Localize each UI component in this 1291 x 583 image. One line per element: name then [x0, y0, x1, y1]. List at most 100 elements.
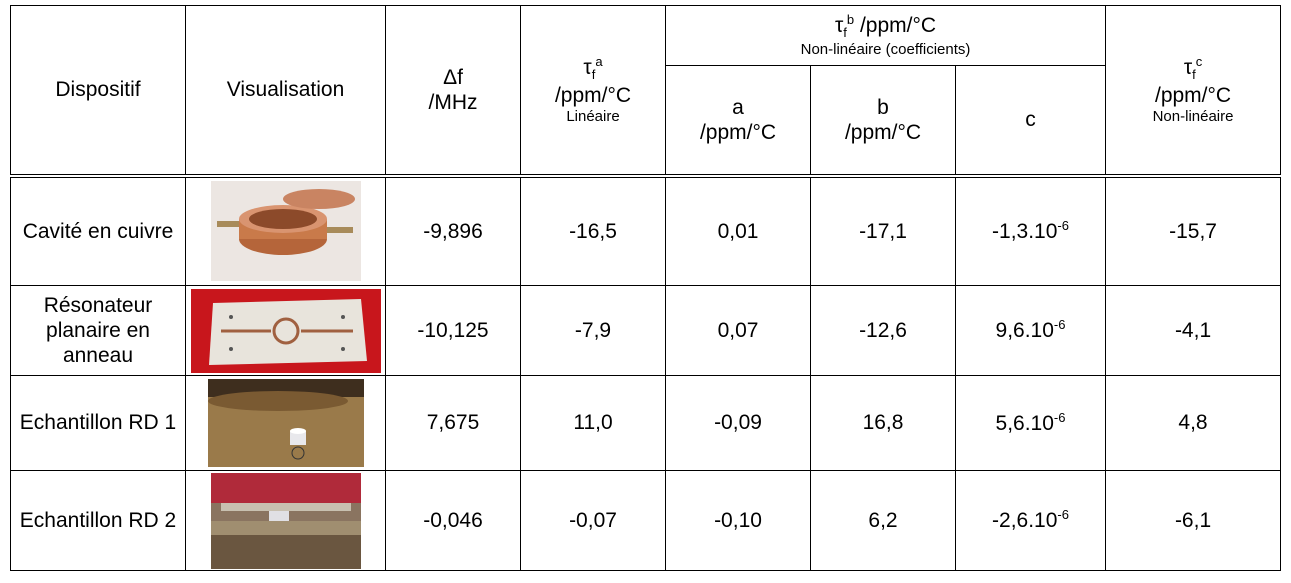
value: -0,10 [714, 508, 762, 532]
cell [185, 285, 386, 376]
cell: -6,1 [1105, 470, 1282, 571]
device-name: Echantillon RD 1 [19, 411, 177, 435]
exponent: -6 [1057, 507, 1069, 523]
photo [207, 379, 364, 467]
value: 16,8 [862, 411, 904, 435]
cell: -1,3.10-6 [954, 175, 1107, 286]
cell: -15,7 [1105, 175, 1282, 286]
cell: 0,01 [665, 175, 811, 286]
device-name: Echantillon RD 2 [19, 508, 177, 532]
header-unit: /ppm/°C [844, 120, 922, 144]
header-text: c [1025, 108, 1036, 132]
exponent: -6 [1053, 409, 1066, 425]
header-cell: τfb /ppm/°C Non-linéaire (coefficients) [664, 5, 1107, 66]
value: -12,6 [859, 318, 907, 342]
header-cell: τfc/ppm/°C Non-linéaire [1105, 5, 1282, 178]
value: -0,09 [714, 411, 762, 435]
cell: Cavité en cuivre [10, 175, 186, 286]
header-unit: /MHz [428, 90, 478, 114]
cell: 4,8 [1105, 375, 1282, 471]
header-cell: τfa/ppm/°C Linéaire [520, 5, 666, 178]
header-cell: Dispositif [10, 5, 186, 178]
value: 0,07 [717, 318, 759, 342]
header-cell: b/ppm/°C [810, 65, 956, 178]
cell: -2,6.10-6 [954, 470, 1107, 571]
cell: -16,5 [520, 175, 666, 286]
header-sup: c [1195, 53, 1203, 69]
cell: Echantillon RD 2 [10, 470, 186, 571]
header-unit: /ppm/°C [699, 120, 777, 144]
header-sup: b [846, 12, 855, 28]
cell: 16,8 [810, 375, 956, 471]
cell: 7,675 [385, 375, 521, 471]
value: 0,01 [717, 219, 759, 243]
cell: -9,896 [385, 175, 521, 286]
value: -7,9 [574, 318, 612, 342]
value: -0,07 [569, 508, 617, 532]
value: 11,0 [573, 411, 613, 435]
value: -0,046 [423, 508, 483, 532]
header-text: b [877, 95, 889, 119]
header-sub: f [591, 66, 596, 82]
value: -6,1 [1174, 508, 1212, 532]
cell: -17,1 [810, 175, 956, 286]
cell: -0,10 [665, 470, 811, 571]
header-symbol: τ [834, 14, 844, 38]
value: -15,7 [1169, 219, 1217, 243]
cell: 5,6.10-6 [954, 375, 1107, 471]
cell: 0,07 [665, 285, 811, 376]
header-note: Non-linéaire (coefficients) [800, 40, 971, 58]
header-cell: Δf/MHz [385, 5, 521, 178]
header-note: Non-linéaire [1152, 107, 1234, 125]
header-symbol: τ [583, 55, 592, 79]
cell: 11,0 [520, 375, 666, 471]
cell: Résonateur planaire en anneau [10, 285, 186, 376]
cell: -10,125 [385, 285, 521, 376]
exponent: -6 [1057, 218, 1069, 234]
header-text: Visualisation [226, 78, 345, 102]
cell [185, 175, 386, 286]
header-note: Linéaire [566, 107, 620, 125]
cell: Echantillon RD 1 [10, 375, 186, 471]
header-sub: f [843, 25, 847, 41]
header-sup: a [595, 53, 603, 69]
value: -1,3.10 [992, 220, 1058, 244]
value: 5,6.10 [995, 411, 1054, 435]
cell: -0,07 [520, 470, 666, 571]
value: -17,1 [859, 219, 907, 243]
header-symbol: τ [1183, 55, 1193, 79]
header-sub: f [1192, 66, 1196, 82]
header-symbol: Δf [443, 65, 463, 89]
cell: 6,2 [810, 470, 956, 571]
value: -2,6.10 [992, 509, 1058, 533]
value: 6,2 [868, 508, 898, 532]
value: -10,125 [417, 318, 489, 342]
header-cell: a/ppm/°C [665, 65, 811, 178]
value: 7,675 [426, 411, 480, 435]
exponent: -6 [1053, 317, 1066, 333]
cell: -0,046 [385, 470, 521, 571]
photo [210, 181, 361, 282]
header-cell: c [954, 65, 1107, 178]
value: -16,5 [569, 219, 617, 243]
cell: -4,1 [1105, 285, 1282, 376]
cell: -0,09 [665, 375, 811, 471]
device-name: Résonateur planaire en anneau [43, 293, 153, 368]
cell: -7,9 [520, 285, 666, 376]
photo [210, 472, 361, 569]
cell: 9,6.10-6 [954, 285, 1107, 376]
header-text: Dispositif [55, 78, 141, 102]
header-unit: /ppm/°C [554, 83, 632, 107]
value: 9,6.10 [995, 319, 1054, 343]
photo [190, 288, 381, 373]
results-table: Dispositif Visualisation Δf/MHz τfa/ppm/… [10, 5, 1282, 571]
cell [185, 470, 386, 571]
device-name: Cavité en cuivre [22, 219, 174, 243]
cell: -12,6 [810, 285, 956, 376]
header-unit: /ppm/°C [859, 14, 937, 38]
header-cell: Visualisation [185, 5, 386, 178]
value: -9,896 [423, 219, 483, 243]
header-unit: /ppm/°C [1154, 83, 1232, 107]
value: -4,1 [1174, 318, 1212, 342]
